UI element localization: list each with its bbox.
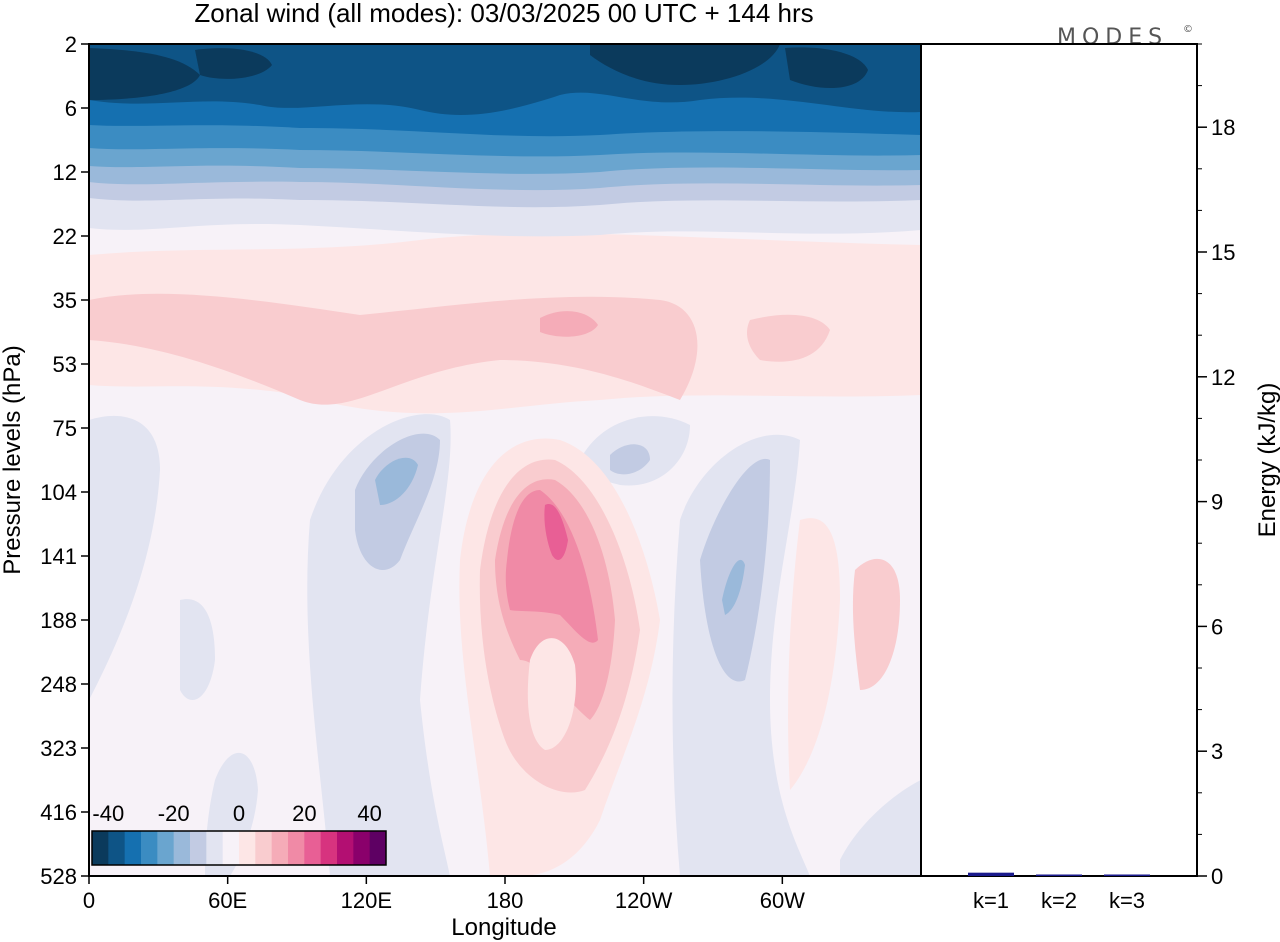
heatmap-panel: -40 -20 0 20 40: [88, 43, 922, 877]
x-tick-label: 0: [83, 888, 95, 913]
energy-bar: [1036, 874, 1082, 876]
top-core-center: [590, 44, 780, 85]
energy-y-axis: 0 3 6 9 12 15 18: [1197, 43, 1235, 889]
colorbar-swatch: [369, 831, 387, 865]
colorbar-swatch: [337, 831, 354, 865]
trop-blue-120e-core: [375, 457, 418, 505]
colorbar-swatch: [173, 831, 191, 865]
y-tick-label: 6: [65, 96, 77, 121]
top-core-east: [785, 47, 868, 89]
y-tick-label: 104: [40, 480, 77, 505]
colorbar-swatch: [141, 831, 158, 865]
colorbar-swatch: [92, 831, 109, 865]
energy-category-label: k=2: [1041, 888, 1077, 913]
x-axis-label: Longitude: [451, 914, 556, 941]
y-tick-label: 12: [53, 160, 77, 185]
jet-east-light: [788, 518, 840, 790]
colorbar-swatch: [255, 831, 273, 865]
colorbar-tick-label: 40: [357, 801, 381, 826]
x-tick-label: 60W: [760, 888, 805, 913]
y-axis-label: Pressure levels (hPa): [0, 345, 26, 574]
x-tick-label: 60E: [208, 888, 247, 913]
energy-tick-label: 12: [1211, 365, 1235, 390]
colorbar-swatch: [206, 831, 224, 865]
trop-blue-east-low: [840, 780, 921, 876]
energy-category-label: k=3: [1109, 888, 1145, 913]
colorbar-tick-label: 0: [233, 801, 245, 826]
y-tick-label: 35: [53, 288, 77, 313]
y-tick-label: 141: [40, 544, 77, 569]
energy-bar: [1104, 874, 1150, 876]
x-tick-label: 120W: [615, 888, 673, 913]
trop-blue-150w-core: [610, 444, 650, 475]
x-tick-label: 180: [487, 888, 524, 913]
y-tick-label: 188: [40, 608, 77, 633]
colorbar-swatch: [320, 831, 338, 865]
y-tick-label: 323: [40, 736, 77, 761]
trop-blue-90w-core: [722, 559, 745, 615]
colorbar-swatch: [271, 831, 289, 865]
jet-hollow: [527, 638, 576, 750]
x-axis: 0 60E 120E 180 120W 60W: [83, 876, 805, 913]
colorbar-swatch: [190, 831, 207, 865]
y-tick-label: 75: [53, 416, 77, 441]
energy-tick-label: 18: [1211, 115, 1235, 140]
trop-blue-small: [180, 599, 215, 700]
heatmap-field: [89, 44, 921, 876]
y-tick-label: 528: [40, 864, 77, 889]
top-core-west: [89, 48, 200, 100]
y-tick-label: 416: [40, 800, 77, 825]
colorbar-swatch: [222, 831, 240, 865]
energy-axis-label: Energy (kJ/kg): [1254, 383, 1280, 538]
energy-x-axis: k=1 k=2 k=3: [973, 888, 1145, 913]
logo-mark: ©: [1183, 24, 1193, 35]
colorbar-swatch: [239, 831, 256, 865]
energy-bars: [968, 872, 1150, 876]
colorbar-tick-label: 20: [292, 801, 316, 826]
colorbar-tick-label: -20: [158, 801, 190, 826]
jet-east-core: [852, 558, 900, 690]
top-core-west-2: [195, 48, 272, 79]
jet-layer-4: [505, 490, 598, 643]
energy-tick-label: 9: [1211, 490, 1223, 515]
colorbar-swatch: [108, 831, 126, 865]
y-tick-label: 2: [65, 32, 77, 57]
colorbar-swatch: [353, 831, 371, 865]
jet-core: [544, 504, 568, 560]
energy-frame: [920, 43, 1198, 877]
colorbar: -40 -20 0 20 40: [91, 801, 387, 866]
colorbar-swatch: [304, 831, 322, 865]
trop-blue-west: [89, 415, 160, 700]
trop-blue-120e: [307, 414, 451, 876]
upper-band-core: [540, 311, 598, 337]
energy-bar: [968, 872, 1014, 876]
energy-tick-label: 15: [1211, 240, 1235, 265]
energy-panel: 0 3 6 9 12 15 18 k=1 k=2 k=3: [920, 43, 1235, 913]
y-tick-label: 22: [53, 224, 77, 249]
energy-category-label: k=1: [973, 888, 1009, 913]
energy-tick-label: 3: [1211, 739, 1223, 764]
x-tick-label: 120E: [341, 888, 392, 913]
colorbar-swatch: [288, 831, 305, 865]
colorbar-swatch: [157, 831, 175, 865]
energy-tick-label: 6: [1211, 614, 1223, 639]
y-tick-label: 248: [40, 672, 77, 697]
trop-blue-120e-mid: [355, 433, 440, 570]
colorbar-frame: [91, 830, 387, 866]
y-axis: 2 6 12 22 35 53 75 104 141 188 248 323 416 528: [40, 32, 89, 889]
colorbar-swatch: [124, 831, 142, 865]
chart-title: Zonal wind (all modes): 03/03/2025 00 UT…: [194, 0, 813, 28]
upper-band-east: [747, 314, 830, 362]
energy-tick-label: 0: [1211, 864, 1223, 889]
colorbar-tick-label: -40: [92, 801, 124, 826]
y-tick-label: 53: [53, 352, 77, 377]
